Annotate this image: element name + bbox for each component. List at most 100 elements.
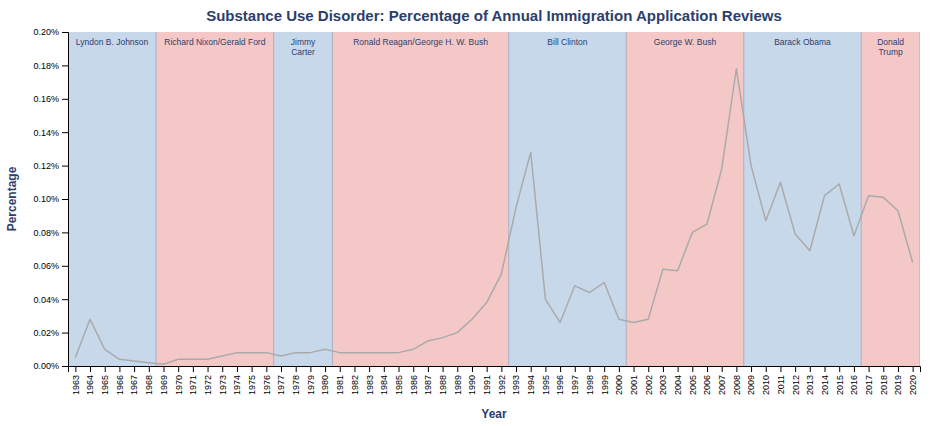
x-tick-mark — [134, 366, 135, 372]
x-tick-mark — [413, 366, 414, 372]
x-tick: 1978 — [291, 366, 301, 395]
x-tick: 1980 — [320, 366, 330, 395]
x-tick: 2005 — [688, 366, 698, 395]
y-tick-label: 0.16% — [33, 94, 59, 104]
x-tick-mark — [898, 366, 899, 372]
era-band — [861, 32, 920, 366]
x-tick-label: 1981 — [335, 375, 345, 395]
y-tick-mark — [62, 199, 68, 200]
x-axis: 1963196419651966196719681969197019711972… — [69, 366, 921, 395]
y-tick: 0.02% — [33, 328, 68, 338]
era-label: Ronald Reagan/George H. W. Bush — [353, 37, 488, 47]
era-label: Richard Nixon/Gerald Ford — [164, 37, 265, 47]
x-tick-label: 1998 — [585, 375, 595, 395]
x-tick-mark — [222, 366, 223, 372]
x-tick-label: 2011 — [776, 375, 786, 394]
x-tick-label: 1978 — [291, 375, 301, 395]
x-tick: 1989 — [453, 366, 463, 395]
x-tick: 2003 — [658, 366, 668, 395]
y-tick: 0.20% — [33, 27, 68, 37]
era-band — [274, 32, 333, 366]
x-tick-label: 1997 — [570, 375, 580, 395]
x-tick-label: 1967 — [129, 375, 139, 395]
x-tick-label: 1969 — [159, 375, 169, 395]
y-tick-label: 0.10% — [33, 194, 59, 204]
x-tick-mark — [751, 366, 752, 372]
x-tick-mark — [487, 366, 488, 372]
x-tick-mark — [354, 366, 355, 372]
y-tick: 0.00% — [33, 361, 68, 371]
x-tick-label: 2019 — [893, 375, 903, 395]
x-tick-label: 2004 — [673, 375, 683, 395]
x-tick-label: 1994 — [526, 375, 536, 395]
era-label: Barack Obama — [774, 37, 831, 47]
x-tick-mark — [736, 366, 737, 372]
era-label: Bill Clinton — [547, 37, 587, 47]
x-tick: 1984 — [379, 366, 389, 395]
y-tick-mark — [62, 266, 68, 267]
x-tick-mark — [810, 366, 811, 372]
x-tick: 1968 — [144, 366, 154, 395]
x-tick: 2009 — [746, 366, 756, 395]
y-tick: 0.14% — [33, 128, 68, 138]
x-tick-mark — [281, 366, 282, 372]
x-tick: 2018 — [879, 366, 889, 395]
y-tick-label: 0.00% — [33, 361, 59, 371]
y-tick-mark — [62, 99, 68, 100]
x-tick-label: 1986 — [409, 375, 419, 395]
x-tick: 2013 — [805, 366, 815, 395]
x-tick: 1991 — [482, 366, 492, 395]
x-tick-mark — [516, 366, 517, 372]
x-tick-mark — [825, 366, 826, 372]
era-boundary — [861, 32, 862, 366]
x-tick: 2015 — [835, 366, 845, 395]
y-tick: 0.04% — [33, 295, 68, 305]
x-tick-mark — [575, 366, 576, 372]
y-tick-mark — [62, 132, 68, 133]
era-band — [156, 32, 274, 366]
x-tick: 1964 — [85, 366, 95, 395]
y-tick-label: 0.12% — [33, 161, 59, 171]
x-tick-label: 1993 — [511, 375, 521, 395]
x-tick-label: 1963 — [71, 375, 81, 395]
x-tick: 2001 — [629, 366, 639, 395]
x-tick-label: 2010 — [761, 375, 771, 395]
data-line — [75, 69, 912, 365]
x-tick-mark — [384, 366, 385, 372]
x-tick: 2006 — [702, 366, 712, 395]
x-tick: 1998 — [585, 366, 595, 395]
x-tick-label: 2016 — [849, 375, 859, 395]
y-tick-mark — [62, 333, 68, 334]
era-boundary — [626, 32, 627, 366]
x-tick: 2007 — [717, 366, 727, 395]
x-tick-label: 2007 — [717, 375, 727, 395]
x-tick: 2019 — [893, 366, 903, 395]
x-axis-line — [69, 367, 921, 373]
x-tick-mark — [237, 366, 238, 372]
x-tick-mark — [325, 366, 326, 372]
x-tick-mark — [648, 366, 649, 372]
x-tick-label: 2013 — [805, 375, 815, 395]
plot-area: 1963196419651966196719681969197019711972… — [33, 27, 920, 395]
x-tick: 1999 — [600, 366, 610, 395]
x-tick-mark — [663, 366, 664, 372]
x-tick-mark — [854, 366, 855, 372]
x-tick: 1982 — [350, 366, 360, 395]
x-tick-label: 1990 — [467, 375, 477, 395]
x-tick-label: 1985 — [394, 375, 404, 395]
x-tick: 2014 — [820, 366, 830, 395]
x-tick-mark — [90, 366, 91, 372]
era-label: DonaldTrump — [877, 37, 904, 57]
x-tick-label: 1973 — [218, 375, 228, 395]
y-tick: 0.12% — [33, 161, 68, 171]
era-band — [509, 32, 627, 366]
x-tick-label: 1968 — [144, 375, 154, 395]
x-tick-label: 2015 — [835, 375, 845, 395]
x-tick-mark — [399, 366, 400, 372]
x-tick-label: 1995 — [541, 375, 551, 395]
x-tick-mark — [634, 366, 635, 372]
x-tick-label: 1979 — [306, 375, 316, 395]
y-tick-label: 0.04% — [33, 295, 59, 305]
era-band — [626, 32, 744, 366]
x-tick-mark — [472, 366, 473, 372]
